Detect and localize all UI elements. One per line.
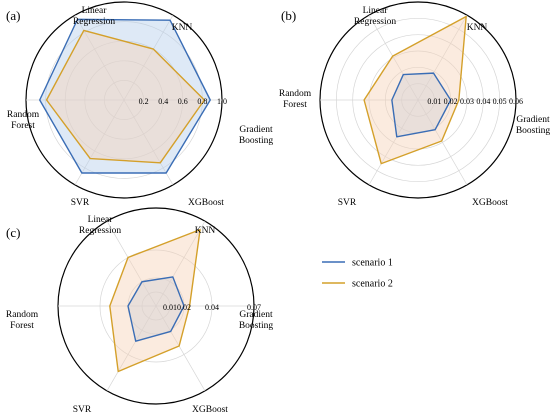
tick-label: 0.07 [247, 303, 261, 312]
grid-spoke [74, 99, 125, 186]
panel-letter: (c) [6, 225, 20, 240]
axis-label-linear-regression: Linear Regression [79, 215, 121, 236]
legend-label-scenario-2: scenario 2 [352, 279, 393, 290]
tick-label: 0.06 [509, 97, 523, 106]
panel-letter: (a) [6, 8, 20, 23]
tick-label: 0.02 [177, 303, 191, 312]
axis-label-random-forest: Random Forest [6, 310, 39, 331]
grid-spoke [155, 220, 206, 307]
grid-spoke [417, 99, 468, 186]
grid-spoke [155, 305, 206, 392]
series-line-scenario-2 [45, 29, 206, 164]
legend-label-scenario-1: scenario 1 [352, 258, 393, 269]
grid-spoke [123, 14, 174, 101]
tick-label: 0.6 [178, 97, 188, 106]
tick-label: 0.01 [427, 97, 441, 106]
tick-label: 0.05 [493, 97, 507, 106]
radar-panel-c: 0.01 0.02 0.04 0.07 Linear Regression KNN Gradi… [6, 207, 274, 412]
axis-label-random-forest: Random Forest [279, 89, 312, 110]
tick-label: 1.0 [217, 97, 227, 106]
axis-label-knn: KNN [195, 226, 216, 236]
axis-label-xgboost: XGBoost [472, 198, 508, 208]
axis-label-xgboost: XGBoost [188, 198, 224, 208]
axis-label-svr: SVR [73, 405, 92, 412]
series-line-scenario-2 [363, 15, 467, 165]
axis-label-gradient-boosting: Gradient Boosting [239, 310, 274, 331]
series-line-scenario-1 [39, 18, 211, 174]
tick-label: 0.01 [163, 303, 177, 312]
grid-spoke [368, 14, 419, 101]
series-line-scenario-1 [391, 72, 452, 138]
tick-label: 0.4 [158, 97, 168, 106]
axis-label-linear-regression: Linear Regression [73, 6, 115, 27]
axis-label-linear-regression: Linear Regression [354, 6, 396, 27]
radar-panel-a: 0.2 0.4 0.6 0.8 1.0 Linear Regression KNN Gradie… [6, 1, 274, 208]
axis-label-knn: KNN [467, 23, 488, 33]
axis-label-svr: SVR [338, 198, 357, 208]
radar-panel-b: 0.01 0.02 0.03 0.04 0.05 0.06 Linear Regression… [279, 1, 550, 208]
tick-label: 0.2 [139, 97, 149, 106]
axis-label-knn: KNN [172, 23, 193, 33]
series-area-scenario-1 [128, 276, 184, 342]
grid-spoke [106, 220, 157, 307]
series-area-scenario-2 [109, 229, 201, 372]
series-line-scenario-2 [109, 228, 201, 373]
series-line-scenario-1 [127, 276, 185, 342]
legend: scenario 1 scenario 2 [322, 258, 393, 290]
axis-label-gradient-boosting: Gradient Boosting [516, 115, 550, 136]
axis-label-random-forest: Random Forest [7, 110, 40, 131]
grid-spoke [123, 99, 174, 186]
tick-label: 0.04 [476, 97, 490, 106]
series-area-scenario-2 [46, 30, 205, 163]
grid-spoke [74, 14, 125, 101]
tick-label: 0.04 [205, 303, 219, 312]
axis-label-svr: SVR [71, 198, 90, 208]
tick-label: 0.03 [460, 97, 474, 106]
panel-letter: (b) [281, 8, 296, 23]
axis-label-xgboost: XGBoost [192, 405, 228, 412]
grid-spoke [106, 305, 157, 392]
series-area-scenario-2 [364, 16, 467, 164]
tick-label: 0.02 [444, 97, 458, 106]
series-area-scenario-1 [39, 19, 211, 173]
axis-label-gradient-boosting: Gradient Boosting [239, 125, 274, 146]
tick-label: 0.8 [197, 97, 207, 106]
grid-spoke [368, 99, 419, 186]
grid-spoke [417, 14, 468, 101]
series-area-scenario-1 [391, 73, 451, 137]
